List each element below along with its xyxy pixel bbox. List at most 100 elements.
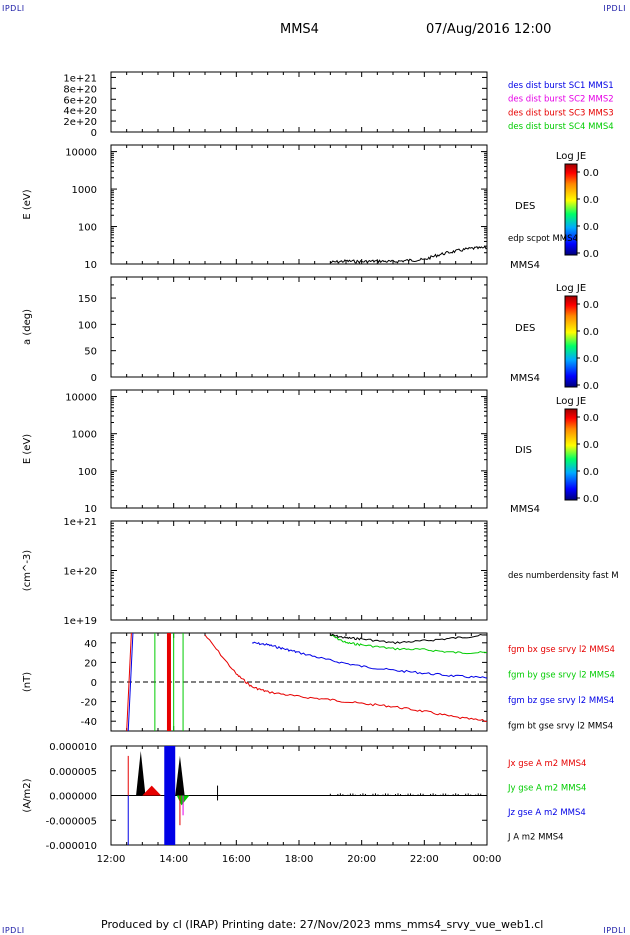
fgm-series-black [330, 633, 488, 645]
colorbar-tick-label: 0.0 [583, 222, 599, 233]
colorbar-tick-label: 0.0 [583, 440, 599, 451]
colorbar [564, 408, 578, 501]
colorbar-tick-label: 0.0 [583, 327, 599, 338]
x-tick-label: 00:00 [473, 854, 502, 865]
y-tick-label: 1000 [72, 430, 97, 441]
side-label: DIS [515, 445, 532, 456]
y-tick-label: 0.000005 [49, 767, 97, 778]
side-label: DES [515, 201, 535, 212]
x-tick-label: 22:00 [410, 854, 439, 865]
y-tick-label: 2e+20 [63, 117, 97, 128]
colorbar-tick-label: 0.0 [583, 413, 599, 424]
y-tick-label: -20 [81, 698, 97, 709]
legend-entry: Jy gse A m2 MMS4 [507, 784, 586, 794]
legend-entry: des dist burst SC1 MMS1 [508, 81, 614, 91]
y-tick-label: 0 [91, 678, 97, 689]
panel-frame-3 [110, 276, 488, 378]
y-tick-label: 50 [84, 347, 97, 358]
bx-spike [126, 632, 132, 732]
legend-entry: Jx gse A m2 MMS4 [507, 759, 586, 769]
jx-hump [142, 785, 162, 796]
y-tick-label: 4e+20 [63, 106, 97, 117]
colorbar-tick-label: 0.0 [583, 494, 599, 505]
y-axis-label: (A/m2) [22, 778, 33, 812]
jz-burst [164, 746, 176, 845]
legend-entry: fgm by gse srvy l2 MMS4 [508, 671, 615, 681]
x-tick-label: 16:00 [222, 854, 251, 865]
x-tick-label: 20:00 [347, 854, 376, 865]
y-tick-label: 0.000010 [49, 742, 97, 753]
colorbar [564, 163, 578, 256]
bz-spike [127, 632, 134, 732]
panel-frame-1 [110, 71, 488, 133]
j-peak-1 [136, 750, 146, 796]
colorbar-tick-label: 0.0 [583, 381, 599, 392]
colorbar-title: Log JE [556, 283, 586, 294]
colorbar-tick-label: 0.0 [583, 195, 599, 206]
spacecraft-potential-line [330, 245, 488, 264]
colorbar-tick-label: 0.0 [583, 249, 599, 260]
y-tick-label: 1e+21 [63, 73, 97, 84]
y-tick-label: 10 [84, 504, 97, 515]
y-tick-label: 1000 [72, 185, 97, 196]
corner-label: MMS4 [510, 373, 540, 384]
fgm-series-green [330, 634, 488, 655]
corner-label: MMS4 [510, 260, 540, 271]
y-tick-label: 1e+20 [63, 567, 97, 578]
y-tick-label: 0.000000 [49, 792, 97, 803]
y-tick-label: 10 [84, 260, 97, 271]
y-tick-label: -0.000010 [46, 841, 97, 852]
colorbar-tick-label: 0.0 [583, 354, 599, 365]
legend-entry: des dist burst SC3 MMS3 [508, 108, 614, 118]
colorbar-tick-label: 0.0 [583, 467, 599, 478]
x-tick-label: 12:00 [97, 854, 126, 865]
y-tick-label: 0 [91, 373, 97, 384]
panel-frame-4 [110, 389, 488, 509]
legend-entry: des dist burst SC2 MMS2 [508, 95, 614, 105]
y-axis-label: (nT) [22, 672, 33, 692]
overlay-label: edp scpot MMS4 [508, 234, 578, 244]
panel-frame-2 [110, 144, 488, 265]
colorbar-tick-label: 0.0 [583, 168, 599, 179]
colorbar-tick-label: 0.0 [583, 300, 599, 311]
y-tick-label: 1e+21 [63, 517, 97, 528]
legend-entry: fgm bt gse srvy l2 MMS4 [508, 722, 613, 732]
corner-label-top-left: IPDLI [2, 4, 25, 13]
legend-entry: Jz gse A m2 MMS4 [507, 808, 586, 818]
y-tick-label: -0.000005 [46, 816, 97, 827]
legend-entry: des dist burst SC4 MMS4 [508, 122, 614, 132]
y-tick-label: 8e+20 [63, 84, 97, 95]
colorbar-title: Log JE [556, 396, 586, 407]
y-tick-label: 1e+19 [63, 616, 97, 627]
legend-entry: fgm bz gse srvy l2 MMS4 [508, 696, 614, 706]
legend-entry: fgm bx gse srvy l2 MMS4 [508, 645, 615, 655]
y-tick-label: 100 [78, 320, 97, 331]
y-tick-label: 150 [78, 294, 97, 305]
y-tick-label: 20 [84, 658, 97, 669]
y-tick-label: 10000 [65, 148, 97, 159]
legend-entry: des numberdensity fast M [508, 571, 619, 581]
y-tick-label: 100 [78, 467, 97, 478]
x-tick-label: 18:00 [285, 854, 314, 865]
corner-label-top-right: IPDLI [603, 4, 626, 13]
y-tick-label: 0 [91, 128, 97, 139]
colorbar [564, 295, 578, 388]
corner-label: MMS4 [510, 504, 540, 515]
corner-label-bottom-left: IPDLI [2, 926, 25, 935]
fgm-series-blue [251, 641, 488, 679]
panel-frame-5 [110, 520, 488, 621]
date-title: 07/Aug/2016 12:00 [426, 22, 552, 37]
bx-burst [166, 633, 171, 731]
y-tick-label: 40 [84, 639, 97, 650]
footer-credit: Produced by cl (IRAP) Printing date: 27/… [101, 918, 544, 931]
fgm-series-red [204, 634, 488, 723]
y-tick-label: 10000 [65, 393, 97, 404]
y-axis-label: a (deg) [22, 309, 33, 345]
corner-label-bottom-right: IPDLI [603, 926, 626, 935]
y-tick-label: 100 [78, 223, 97, 234]
side-label: DES [515, 323, 535, 334]
j-peak-2 [175, 755, 185, 796]
y-tick-label: -40 [81, 717, 97, 728]
colorbar-title: Log JE [556, 151, 586, 162]
